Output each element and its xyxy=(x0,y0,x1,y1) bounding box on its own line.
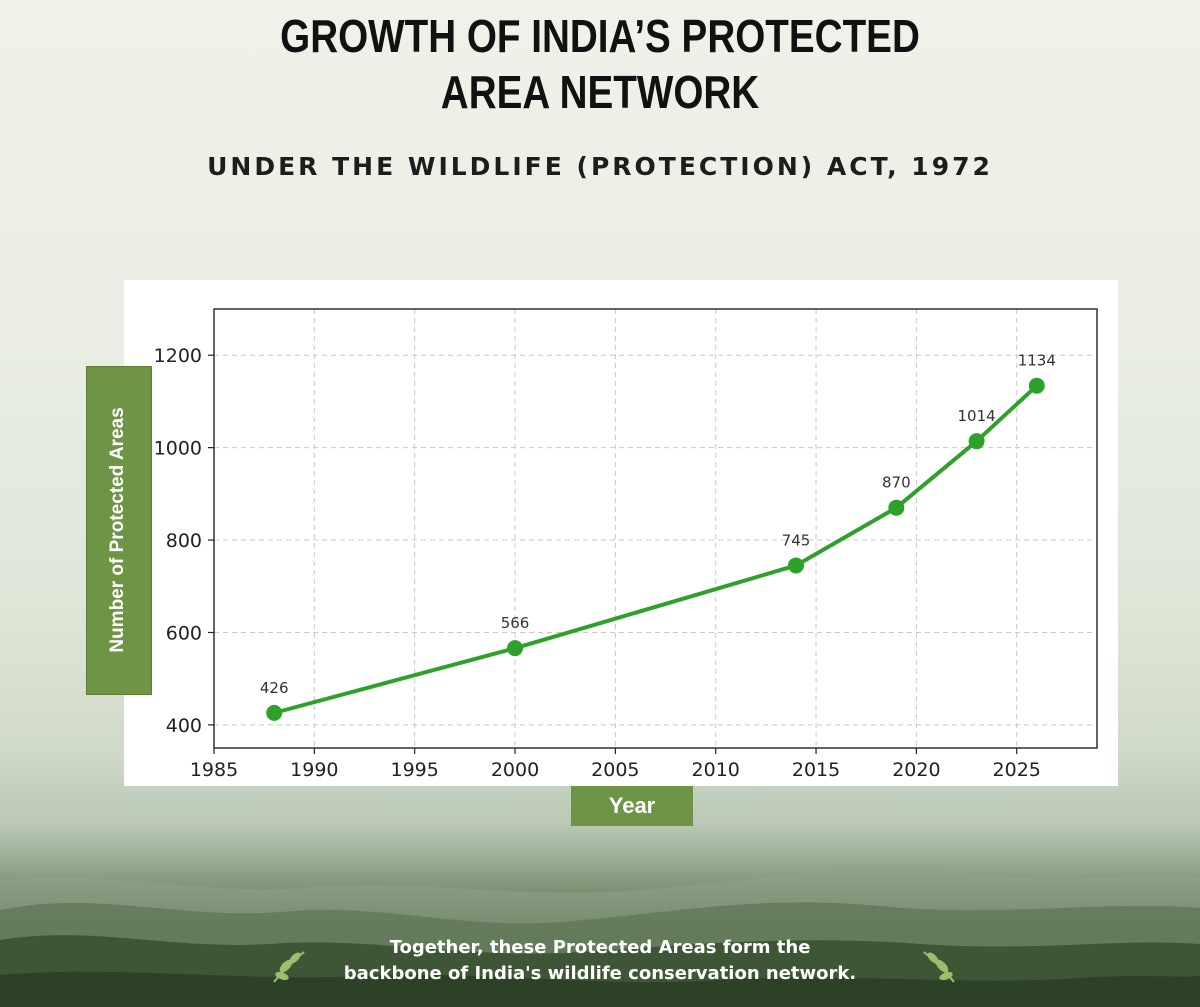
x-tick-label: 2025 xyxy=(993,759,1041,781)
y-tick-label: 600 xyxy=(166,622,202,644)
y-axis-label: Number of Protected Areas xyxy=(107,407,128,653)
x-tick-label: 2015 xyxy=(792,759,840,781)
y-tick-label: 1000 xyxy=(154,438,202,460)
data-label: 1014 xyxy=(957,407,995,425)
data-label: 870 xyxy=(882,474,911,492)
leaf-sprig-icon-left xyxy=(273,951,305,983)
data-label: 745 xyxy=(782,531,811,549)
page-subtitle: UNDER THE WILDLIFE (PROTECTION) ACT, 197… xyxy=(207,152,993,181)
data-point xyxy=(507,640,524,657)
x-axis-label: Year xyxy=(608,793,656,818)
x-tick-label: 2000 xyxy=(491,759,539,781)
data-label: 1134 xyxy=(1018,352,1056,370)
page-title: GROWTH OF INDIA’S PROTECTED AREA NETWORK xyxy=(96,8,1104,120)
x-tick-label: 2005 xyxy=(591,759,639,781)
y-axis-label-box xyxy=(86,366,152,695)
data-point xyxy=(787,557,804,574)
leaf-sprig-icon-right xyxy=(923,951,955,983)
data-point xyxy=(1028,377,1045,394)
chart-panel: 1985 1990 1995 2000 2005 2010 2015 2020 2025 400 6… xyxy=(124,280,1118,786)
data-label: 426 xyxy=(260,679,289,697)
line-chart: 1985 1990 1995 2000 2005 2010 2015 2020 2025 400 6… xyxy=(154,308,1098,781)
data-point xyxy=(968,433,985,450)
data-point xyxy=(266,704,283,721)
footer-caption: Together, these Protected Areas form the… xyxy=(300,935,900,987)
x-tick-label: 2010 xyxy=(692,759,740,781)
footer-line-2: backbone of India's wildlife conservatio… xyxy=(343,963,857,984)
series-line xyxy=(273,384,1039,715)
title-line-1: GROWTH OF INDIA’S PROTECTED xyxy=(280,10,920,62)
data-point xyxy=(888,499,905,516)
x-tick-label: 1985 xyxy=(190,759,238,781)
y-tick-label: 1200 xyxy=(154,345,202,367)
x-tick-label: 1995 xyxy=(391,759,439,781)
mountain-landscape-illustration xyxy=(0,869,1200,1007)
x-axis-label-box: Year xyxy=(571,786,693,826)
footer-line-1: Together, these Protected Areas form the xyxy=(389,937,811,958)
y-tick-label: 400 xyxy=(166,715,202,737)
data-label: 566 xyxy=(501,614,530,632)
x-tick-label: 1990 xyxy=(290,759,338,781)
x-tick-label: 2020 xyxy=(892,759,940,781)
y-tick-label: 800 xyxy=(166,530,202,552)
plot-frame xyxy=(213,308,1098,749)
title-line-2: AREA NETWORK xyxy=(440,66,760,118)
